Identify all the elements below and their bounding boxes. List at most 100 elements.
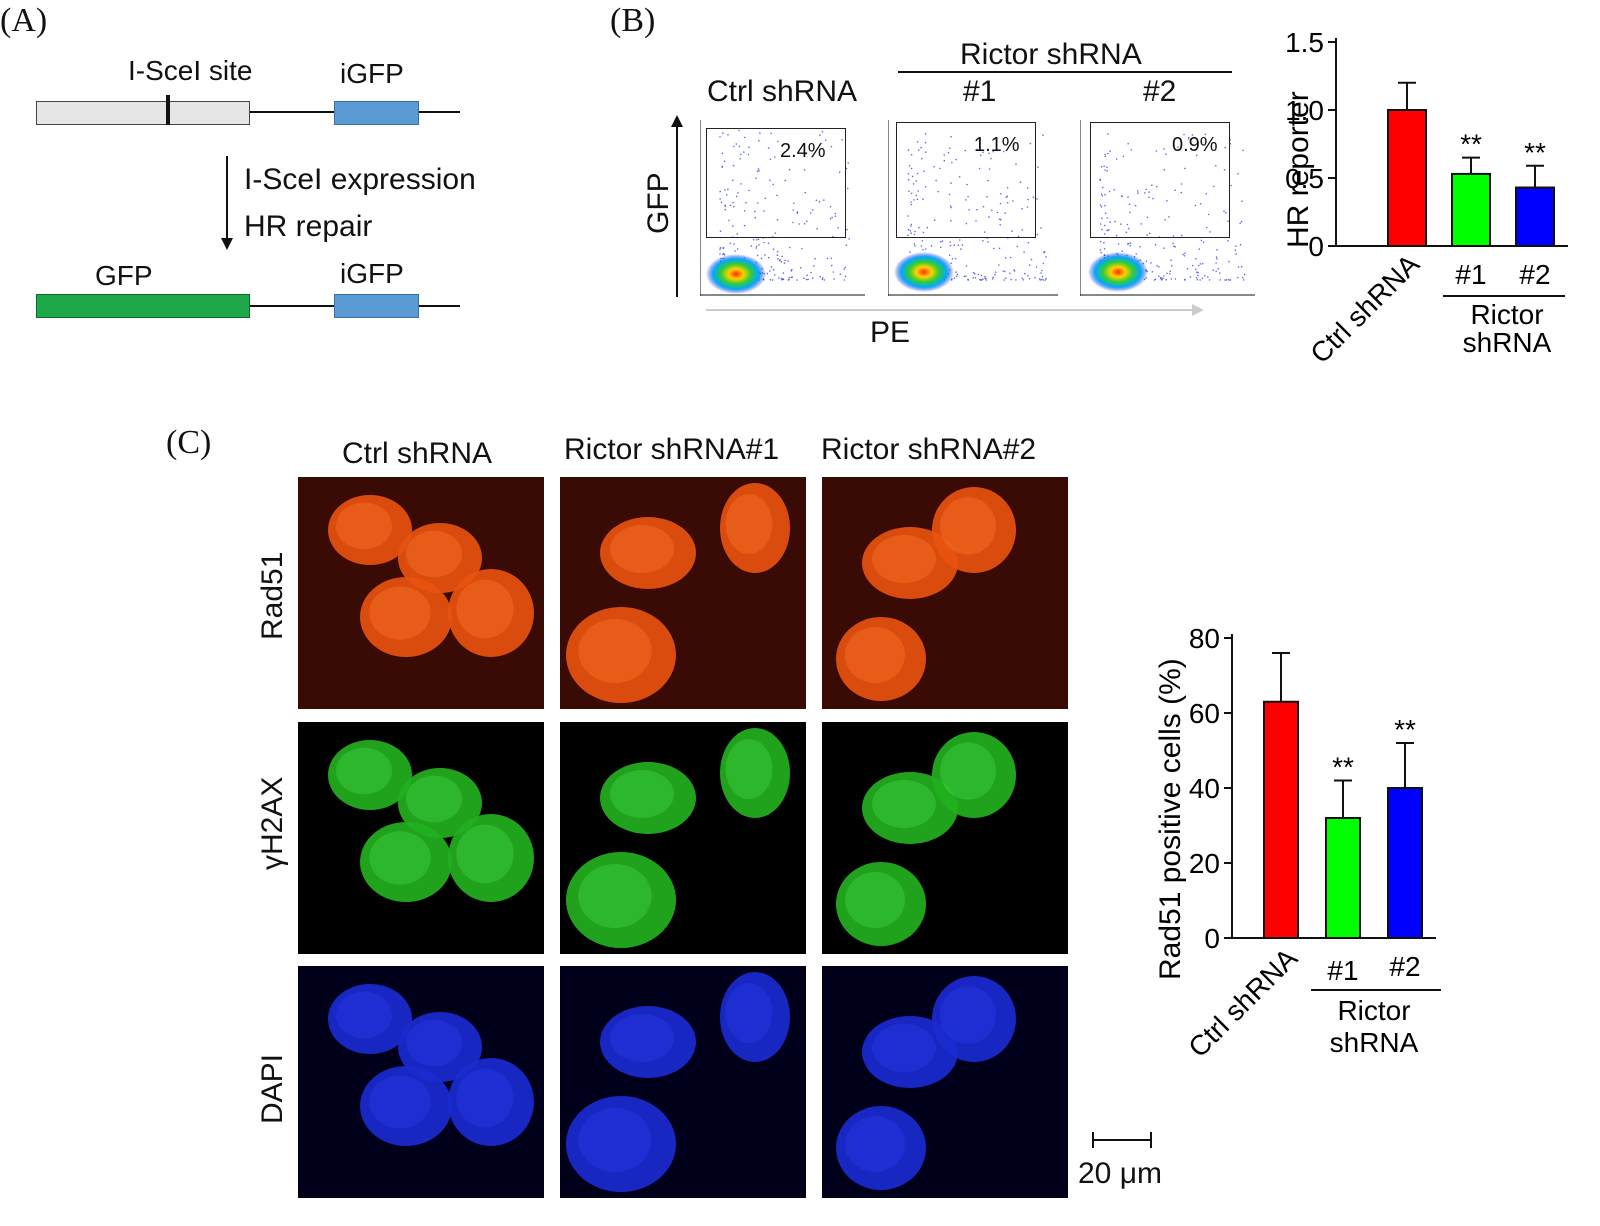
facs-event-dot <box>941 240 944 242</box>
facs-event-dot <box>1204 275 1206 277</box>
facs-event-dot <box>990 157 992 160</box>
facs-event-dot <box>738 145 741 148</box>
facs-event-dot <box>1036 198 1038 200</box>
nucleus-highlight <box>456 579 514 639</box>
nucleus-highlight <box>369 586 431 640</box>
facs-event-dot <box>1009 272 1011 275</box>
facs-event-dot <box>1239 222 1241 224</box>
facs-event-dot <box>988 216 990 218</box>
facs-event-dot <box>1170 259 1172 261</box>
facs-event-dot <box>1181 234 1183 237</box>
facs-event-dot <box>1151 184 1153 186</box>
facs-event-dot <box>821 130 824 133</box>
facs-event-dot <box>1166 272 1168 275</box>
facs-event-dot <box>1168 273 1171 275</box>
facs-event-dot <box>1028 264 1031 266</box>
facs-event-dot <box>925 151 927 153</box>
facs-event-dot <box>1163 247 1165 249</box>
facs-event-dot <box>1227 278 1230 281</box>
bar <box>1451 172 1491 247</box>
facs-event-dot <box>1100 166 1103 168</box>
facs-event-dot <box>911 175 914 178</box>
facs-event-dot <box>719 198 721 200</box>
facs-event-dot <box>1215 256 1218 258</box>
y-tick-label: 0.5 <box>1285 163 1324 194</box>
facs-event-dot <box>954 257 957 260</box>
facs-event-dot <box>763 241 765 244</box>
facs-gate-sh2 <box>1090 122 1230 238</box>
nucleus <box>600 1006 696 1078</box>
facs-event-dot <box>1239 243 1242 246</box>
facs-event-dot <box>1186 268 1189 270</box>
facs-event-dot <box>1021 277 1024 280</box>
facs-event-dot <box>967 195 969 198</box>
facs-event-dot <box>1108 190 1111 193</box>
facs-event-dot <box>1015 163 1017 165</box>
facs-event-dot <box>915 180 917 182</box>
facs-event-dot <box>772 183 774 186</box>
gfp-axis-line <box>676 125 678 297</box>
facs-event-dot <box>848 238 850 240</box>
facs-event-dot <box>988 152 990 155</box>
facs-event-dot <box>1104 193 1106 196</box>
facs-event-dot <box>805 278 808 281</box>
facs-event-dot <box>1170 278 1173 280</box>
facs-event-dot <box>740 183 742 185</box>
facs-event-dot <box>755 245 758 248</box>
facs-event-dot <box>921 240 924 242</box>
scale-bar-tick-left <box>1092 1132 1094 1148</box>
facs-event-dot <box>926 226 929 229</box>
facs-gate-sh1 <box>896 122 1036 238</box>
nucleus-highlight <box>872 1024 936 1072</box>
group-label: Rictor <box>1470 299 1543 330</box>
facs-event-dot <box>963 275 966 278</box>
facs-event-dot <box>1117 243 1120 245</box>
facs-event-dot <box>1199 263 1202 265</box>
facs-event-dot <box>733 205 735 208</box>
facs-event-dot <box>1195 154 1198 157</box>
facs-event-dot <box>767 242 770 245</box>
facs-event-dot <box>908 190 910 193</box>
facs-event-dot <box>796 279 798 281</box>
facs-event-dot <box>1100 193 1103 195</box>
facs-event-dot <box>720 201 723 204</box>
facs-event-dot <box>1145 188 1147 191</box>
nucleus-highlight <box>725 494 773 554</box>
facs-event-dot <box>829 206 832 208</box>
facs-event-dot <box>722 247 724 249</box>
facs-event-dot <box>982 205 985 208</box>
facs-event-dot <box>1129 211 1131 214</box>
nucleus-highlight <box>940 497 996 555</box>
facs-event-dot <box>937 190 939 193</box>
facs-event-dot <box>1125 231 1128 234</box>
facs-event-dot <box>908 164 911 167</box>
facs-event-dot <box>907 149 910 151</box>
facs-event-dot <box>975 220 977 222</box>
facs-event-dot <box>1011 230 1013 232</box>
facs-event-dot <box>1146 216 1149 219</box>
nucleus <box>932 976 1016 1062</box>
facs-event-dot <box>823 199 825 201</box>
facs-event-dot <box>1104 224 1106 227</box>
gfp-axis-label: GFP <box>642 172 675 234</box>
nucleus-highlight <box>845 872 905 928</box>
facs-event-dot <box>1015 279 1017 281</box>
facs-event-dot <box>722 132 724 134</box>
facs-event-dot <box>1172 235 1175 237</box>
facs-event-dot <box>1164 219 1166 221</box>
facs-event-dot <box>1204 133 1207 136</box>
nucleus <box>398 523 482 593</box>
facs-event-dot <box>1169 270 1172 272</box>
facs-event-dot <box>1191 134 1194 136</box>
facs-event-dot <box>721 152 724 155</box>
x-category-label: #1 <box>1327 955 1358 986</box>
nucleus <box>448 569 534 657</box>
facs-event-dot <box>968 209 970 211</box>
facs-event-dot <box>982 151 984 154</box>
nucleus <box>448 1058 534 1146</box>
facs-event-dot <box>777 258 779 260</box>
facs-event-dot <box>784 259 786 262</box>
facs-event-dot <box>910 154 913 156</box>
facs-event-dot <box>796 212 799 214</box>
facs-event-dot <box>774 232 777 234</box>
